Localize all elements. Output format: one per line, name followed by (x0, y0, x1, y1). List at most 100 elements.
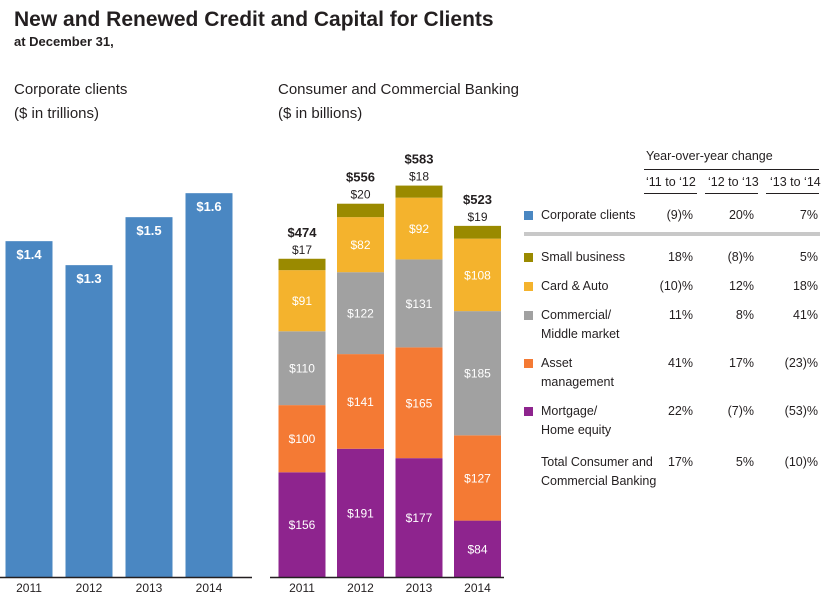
ccb-seg-small_business-2014 (454, 225, 501, 239)
ccb-tick-2013: 2013 (406, 581, 433, 595)
yoy-value-total-consumer-and-commercial-banking-2: 5% (735, 455, 754, 469)
ccb-seg-label-card_auto-2012: $82 (350, 238, 370, 252)
yoy-col-3-rule (766, 193, 819, 194)
ccb-seg-card_auto-2014 (454, 238, 501, 312)
legend-swatch-card-auto (524, 282, 533, 291)
yoy-value-commercial-middle-market-1: 11% (668, 308, 693, 322)
yoy-col-3: ‘13 to ‘14 (770, 175, 821, 189)
ccb-seg-label-asset_mgmt-2014: $127 (464, 471, 491, 485)
ccb-total-label-2011: $474 (288, 225, 318, 240)
yoy-value-commercial-middle-market-3: 41% (792, 308, 818, 322)
ccb-seg-small_business-2012 (337, 203, 384, 218)
ccb-seg-label-mortgage-2013: $177 (406, 511, 433, 525)
yoy-header: Year-over-year change (646, 149, 773, 163)
yoy-col-1: ‘11 to ‘12 (646, 175, 696, 189)
yoy-value-small-business-3: 5% (799, 250, 818, 264)
ccb-seg-card_auto-2011 (278, 270, 326, 332)
ccb-tick-2012: 2012 (347, 581, 374, 595)
ccb-seg-label-commercial-2012: $122 (347, 307, 374, 321)
yoy-row-label-line: management (541, 375, 614, 389)
legend-swatch-small-business (524, 253, 533, 262)
ccb-chart-title: Consumer and Commercial Banking ($ in bi… (278, 78, 519, 126)
yoy-row-label-card-auto: Card & Auto (541, 277, 608, 296)
yoy-value-mortgage-home-equity-3: (53)% (784, 404, 818, 418)
ccb-seg-commercial-2013 (395, 259, 443, 348)
ccb-seg-label-card_auto-2014: $108 (464, 268, 491, 282)
corporate-bar-2013 (125, 217, 173, 578)
yoy-col-1-rule (644, 193, 697, 194)
corporate-chart-title: Corporate clients ($ in trillions) (14, 78, 127, 126)
ccb-seg-label-asset_mgmt-2013: $165 (406, 396, 433, 410)
yoy-value-card-auto-1: (10)% (659, 279, 693, 293)
ccb-total-label-2014: $523 (463, 192, 492, 207)
yoy-row-label-line: Total Consumer and (541, 455, 653, 469)
yoy-row-label-asset-management: Asset management (541, 354, 614, 392)
yoy-row-label-total-consumer-and-commercial-banking: Total Consumer and Commercial Banking (541, 453, 656, 491)
yoy-value-card-auto-3: 18% (792, 279, 818, 293)
legend-swatch-commercial-middle-market (524, 311, 533, 320)
corporate-tick-2011: 2011 (16, 581, 42, 595)
yoy-row-label-line: Commercial/ (541, 308, 612, 322)
corporate-chart-title-line1: Corporate clients (14, 81, 128, 98)
ccb-seg-asset_mgmt-2014 (454, 435, 501, 521)
ccb-seg-asset_mgmt-2013 (395, 347, 443, 459)
ccb-seg-commercial-2011 (278, 331, 326, 406)
ccb-seg-asset_mgmt-2011 (278, 405, 326, 473)
yoy-value-commercial-middle-market-2: 8% (735, 308, 754, 322)
ccb-seg-small_business-2011 (278, 258, 326, 271)
yoy-row-label-small-business: Small business (541, 248, 625, 267)
corporate-bar-label-2012: $1.3 (76, 271, 101, 286)
ccb-seg-label-card_auto-2013: $92 (409, 222, 429, 236)
corporate-bar-2012 (65, 265, 113, 577)
yoy-value-corporate-clients-3: 7% (799, 208, 818, 222)
corporate-clients-chart: $1.4 2011 $1.3 2012 $1.5 2013 $1.6 2014 (0, 193, 252, 595)
corporate-bar-label-2011: $1.4 (16, 247, 42, 262)
legend-swatch-mortgage-home-equity (524, 407, 533, 416)
yoy-value-card-auto-2: 12% (728, 279, 754, 293)
ccb-seg-label-commercial-2014: $185 (464, 367, 491, 381)
ccb-total-label-2012: $556 (346, 170, 375, 185)
yoy-separator (524, 232, 820, 236)
ccb-seg-card_auto-2012 (337, 217, 384, 273)
yoy-value-corporate-clients-1: (9)% (666, 208, 693, 222)
ccb-seg-label-card_auto-2011: $91 (292, 294, 312, 308)
yoy-row-label-line: Asset (541, 356, 573, 370)
yoy-row-label-commercial-middle-market: Commercial/Middle market (541, 306, 620, 344)
corporate-tick-2012: 2012 (76, 581, 103, 595)
yoy-value-corporate-clients-2: 20% (728, 208, 754, 222)
yoy-row-label-line: Card & Auto (541, 279, 609, 293)
yoy-row-label-line: Corporate clients (541, 208, 636, 222)
yoy-value-asset-management-3: (23)% (784, 356, 818, 370)
ccb-seg-mortgage-2013 (395, 458, 443, 577)
ccb-chart-title-line2: ($ in billions) (278, 105, 363, 122)
yoy-value-small-business-1: 18% (667, 250, 693, 264)
yoy-row-label-line: Mortgage/ (541, 404, 598, 418)
yoy-value-small-business-2: (8)% (727, 250, 754, 264)
corporate-chart-title-line2: ($ in trillions) (14, 105, 100, 122)
ccb-seg-mortgage-2014 (454, 520, 501, 577)
ccb-total-label-2013: $583 (405, 152, 434, 167)
ccb-seg-label-mortgage-2014: $84 (467, 542, 487, 556)
ccb-seg-asset_mgmt-2012 (337, 354, 384, 449)
ccb-seg-label-asset_mgmt-2012: $141 (347, 395, 374, 409)
ccb-seg-commercial-2012 (337, 272, 384, 355)
yoy-value-mortgage-home-equity-1: 22% (667, 404, 693, 418)
ccb-seg-label-small_business-2013: $18 (409, 170, 429, 184)
page-title: New and Renewed Credit and Capital for C… (14, 8, 494, 31)
yoy-header-rule (644, 169, 819, 170)
ccb-seg-mortgage-2012 (337, 448, 384, 577)
page-subtitle: at December 31, (14, 34, 114, 49)
yoy-value-asset-management-1: 41% (667, 356, 693, 370)
corporate-bar-2014 (185, 193, 233, 577)
ccb-seg-commercial-2014 (454, 311, 501, 436)
yoy-row-label-line: Home equity (541, 423, 612, 437)
corporate-bar-2011 (5, 241, 53, 578)
ccb-seg-label-commercial-2013: $131 (406, 297, 433, 311)
yoy-value-mortgage-home-equity-2: (7)% (727, 404, 754, 418)
ccb-tick-2014: 2014 (464, 581, 491, 595)
yoy-col-2-rule (705, 193, 758, 194)
yoy-value-total-consumer-and-commercial-banking-1: 17% (667, 455, 693, 469)
ccb-seg-label-small_business-2011: $17 (292, 243, 312, 257)
yoy-row-label-mortgage-home-equity: Mortgage/Home equity (541, 402, 611, 440)
